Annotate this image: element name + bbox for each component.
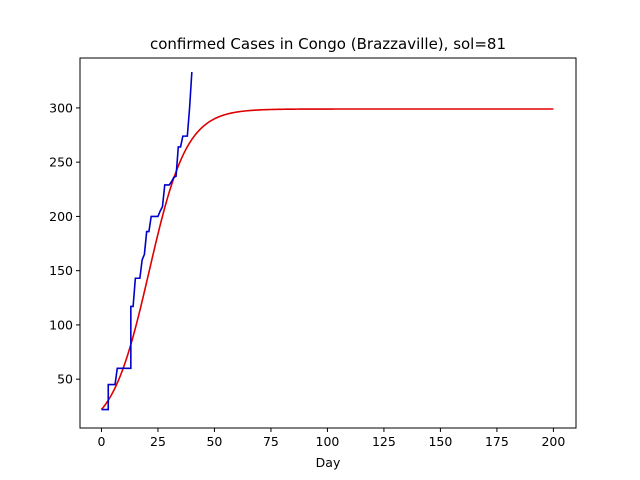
- x-axis: 0 25 50 75 100 125 150 175 200: [97, 428, 565, 449]
- x-axis-label: Day: [316, 455, 341, 470]
- confirmed-cases-line: [101, 72, 193, 411]
- x-tick-label: 25: [150, 434, 166, 449]
- x-tick-label: 50: [206, 434, 222, 449]
- plot-area: [100, 72, 554, 411]
- y-tick-label: 200: [49, 209, 73, 224]
- x-tick-label: 75: [263, 434, 279, 449]
- axes-frame: [79, 57, 577, 429]
- y-tick-label: 250: [49, 155, 73, 170]
- x-tick-label: 100: [316, 434, 340, 449]
- x-tick-label: 150: [428, 434, 452, 449]
- x-tick-label: 200: [541, 434, 565, 449]
- x-tick-label: 175: [485, 434, 509, 449]
- y-tick-label: 300: [49, 100, 73, 115]
- y-axis: 50 100 150 200 250 300: [49, 100, 80, 387]
- y-tick-label: 100: [49, 317, 73, 332]
- y-tick-label: 50: [57, 372, 73, 387]
- chart-title: confirmed Cases in Congo (Brazzaville), …: [150, 35, 506, 53]
- y-tick-label: 150: [49, 263, 73, 278]
- x-tick-label: 0: [97, 434, 105, 449]
- x-tick-label: 125: [372, 434, 396, 449]
